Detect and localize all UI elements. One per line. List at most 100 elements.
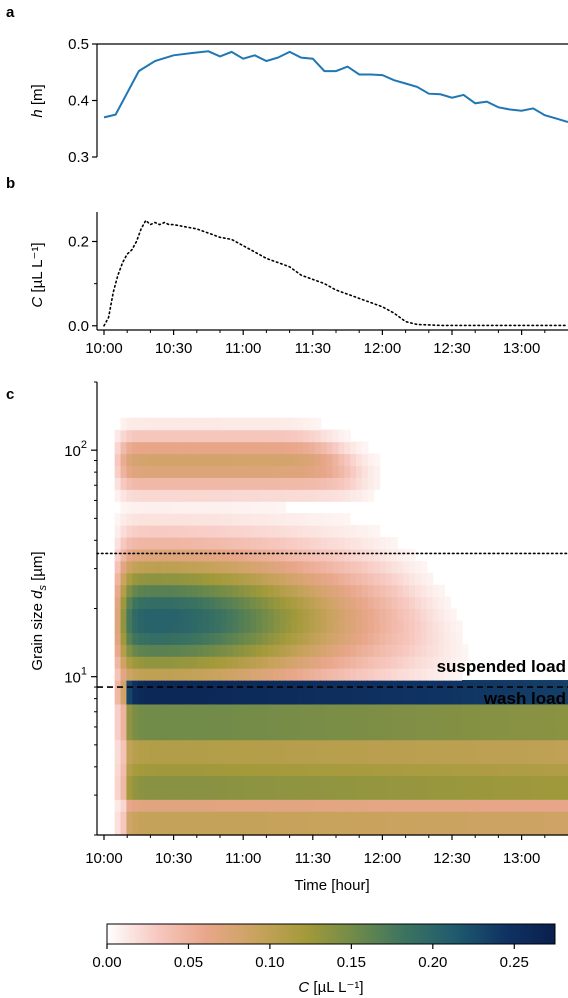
heatmap-cell — [326, 584, 334, 598]
heatmap-cell — [202, 501, 210, 514]
heatmap-cell — [238, 441, 245, 455]
heatmap-cell — [444, 763, 451, 776]
heatmap-cell — [226, 572, 234, 586]
heatmap-cell — [267, 620, 275, 633]
heatmap-cell — [120, 465, 128, 478]
heatmap-cell — [144, 477, 151, 490]
heatmap-cell — [273, 513, 281, 526]
heatmap-cell — [361, 751, 369, 765]
heatmap-cell — [308, 691, 316, 705]
colorbar-tick-label: 0.05 — [174, 954, 203, 971]
heatmap-cell — [485, 823, 493, 836]
heatmap-cell — [326, 429, 334, 443]
panel-letter-a: a — [6, 4, 15, 21]
heatmap-cell — [373, 453, 381, 467]
heatmap-cell — [202, 620, 210, 633]
heatmap-cell — [267, 417, 275, 431]
heatmap-cell — [126, 787, 133, 800]
heatmap-cell — [497, 787, 504, 800]
heatmap-cell — [556, 775, 563, 788]
heatmap-cell — [303, 775, 310, 788]
heatmap-cell — [385, 596, 392, 610]
heatmap-cell — [255, 501, 263, 514]
heatmap-cell — [326, 715, 334, 729]
heatmap-cell — [208, 787, 216, 800]
heatmap-cell — [238, 548, 245, 562]
panel-a-y-tick-label: 0.3 — [68, 149, 89, 166]
heatmap-cell — [344, 727, 351, 741]
heatmap-cell — [338, 787, 345, 800]
heatmap-cell — [261, 489, 269, 502]
heatmap-cell — [138, 525, 145, 538]
heatmap-cell — [403, 584, 410, 598]
heatmap-cell — [120, 811, 128, 824]
heatmap-cell — [185, 799, 192, 812]
heatmap-cell — [126, 775, 133, 788]
heatmap-cell — [491, 811, 498, 824]
heatmap-cell — [432, 811, 440, 824]
heatmap-cell — [138, 560, 145, 574]
heatmap-cell — [138, 572, 145, 586]
heatmap-cell — [479, 775, 487, 788]
heatmap-cell — [255, 429, 263, 443]
heatmap-cell — [273, 560, 281, 574]
heatmap-cell — [255, 823, 263, 836]
heatmap-cell — [303, 429, 310, 443]
heatmap-cell — [562, 787, 568, 800]
heatmap-cell — [361, 489, 369, 502]
heatmap-cell — [320, 608, 328, 622]
heatmap-cell — [409, 691, 416, 705]
heatmap-cell — [185, 548, 192, 562]
heatmap-cell — [179, 668, 186, 681]
heatmap-cell — [308, 536, 316, 550]
heatmap-cell — [344, 525, 351, 538]
heatmap-cell — [226, 763, 234, 776]
heatmap-cell — [144, 644, 151, 657]
heatmap-cell — [279, 513, 286, 526]
heatmap-cell — [356, 668, 363, 681]
heatmap-cell — [403, 620, 410, 633]
heatmap-cell — [332, 763, 339, 776]
heatmap-cell — [149, 775, 157, 788]
heatmap-cell — [179, 536, 186, 550]
heatmap-cell — [509, 715, 516, 729]
heatmap-cell — [208, 763, 216, 776]
heatmap-cell — [149, 680, 157, 693]
heatmap-cell — [144, 691, 151, 705]
heatmap-cell — [197, 703, 204, 717]
heatmap-cell — [308, 668, 316, 681]
heatmap-cell — [326, 763, 334, 776]
heatmap-cell — [232, 644, 239, 657]
heatmap-cell — [191, 584, 198, 598]
heatmap-cell — [149, 823, 157, 836]
heatmap-cell — [332, 739, 339, 753]
heatmap-cell — [185, 703, 192, 717]
heatmap-cell — [232, 584, 239, 598]
heatmap-cell — [532, 775, 540, 788]
heatmap-cell — [261, 620, 269, 633]
heatmap-cell — [161, 739, 169, 753]
heatmap-cell — [214, 656, 222, 669]
heatmap-cell — [120, 751, 128, 765]
heatmap-cell — [220, 715, 228, 729]
heatmap-cell — [149, 453, 157, 467]
heatmap-cell — [373, 608, 381, 622]
heatmap-cell — [432, 763, 440, 776]
heatmap-cell — [361, 584, 369, 598]
heatmap-cell — [250, 727, 257, 741]
heatmap-cell — [526, 751, 534, 765]
heatmap-cell — [432, 775, 440, 788]
heatmap-cell — [261, 739, 269, 753]
heatmap-cell — [385, 739, 392, 753]
heatmap-cell — [191, 453, 198, 467]
heatmap-cell — [515, 811, 522, 824]
heatmap-cell — [314, 548, 322, 562]
heatmap-cell — [161, 572, 169, 586]
heatmap-cell — [379, 751, 387, 765]
heatmap-cell — [538, 811, 546, 824]
heatmap-cell — [161, 823, 169, 836]
heatmap-cell — [120, 632, 128, 645]
heatmap-cell — [273, 453, 281, 467]
heatmap-cell — [397, 596, 404, 610]
